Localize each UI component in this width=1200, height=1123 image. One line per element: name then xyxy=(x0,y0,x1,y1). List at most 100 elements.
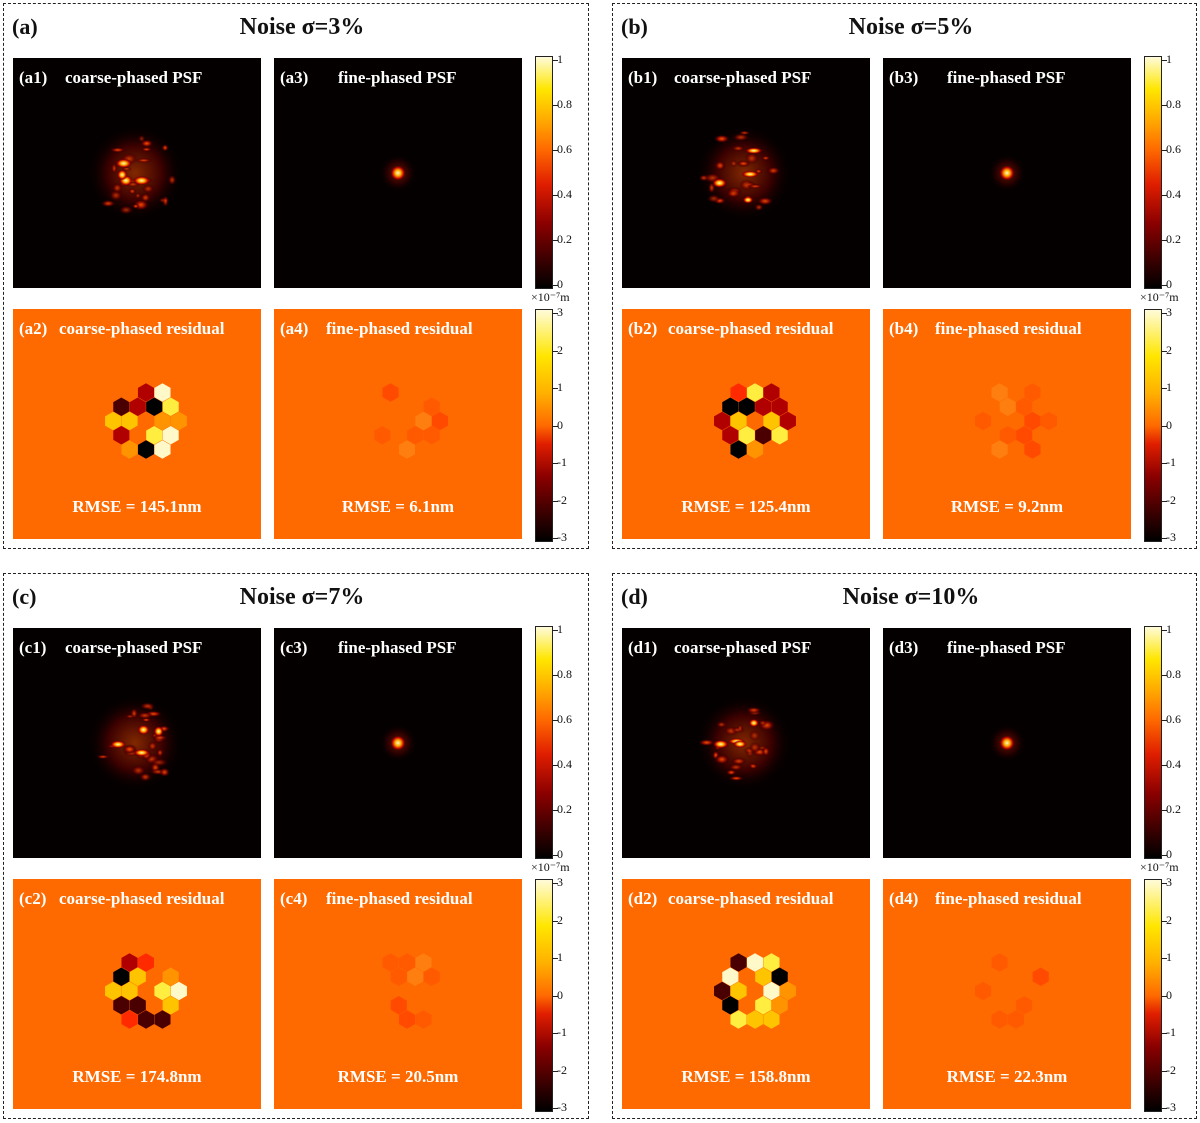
segment-hexagon xyxy=(771,397,788,417)
rmse-value: RMSE = 145.1nm xyxy=(72,497,202,516)
panel-label: (b4) xyxy=(889,319,919,338)
colorbar-tick-label: 0 xyxy=(1166,277,1172,291)
segment-hexagon xyxy=(382,953,399,972)
segment-hexagon xyxy=(755,425,772,445)
psf-speckle xyxy=(714,160,726,171)
segment-hexagon xyxy=(129,995,146,1015)
coarse-residual-panel: (a2) coarse-phased residual RMSE = 145.1nm xyxy=(13,309,261,539)
psf-speckle xyxy=(731,757,747,766)
segment-hexagon xyxy=(423,967,440,987)
colorbar-tick-label: 0 xyxy=(557,847,563,861)
segment-hexagon xyxy=(113,425,130,445)
psf-image xyxy=(274,58,522,288)
colorbar-unit: ×10⁻⁷m xyxy=(531,290,570,304)
psf-speckle xyxy=(736,724,744,733)
segment-hexagon xyxy=(366,981,383,1001)
segment-hexagon xyxy=(137,383,155,402)
psf-speckle xyxy=(729,159,738,168)
residual-map xyxy=(274,879,522,1109)
colorbar-tick-mark xyxy=(1162,500,1167,502)
psf-bright-lobe xyxy=(745,147,763,154)
colorbar-tick-label: 1 xyxy=(1166,622,1172,636)
psf-colorbar xyxy=(535,626,553,859)
segment-hexagon xyxy=(415,1010,432,1029)
coarse-psf-panel: (c1) coarse-phased PSF xyxy=(13,628,261,858)
segment-hexagon xyxy=(366,411,383,431)
segment-hexagon xyxy=(113,967,130,987)
panel-title: coarse-phased residual xyxy=(59,889,225,908)
psf-speckle xyxy=(109,147,126,153)
segment-hexagon xyxy=(983,397,1000,417)
colorbar-tick-label: 1 xyxy=(1166,380,1172,394)
psf-speckle xyxy=(748,741,761,754)
segment-hexagon xyxy=(113,397,130,417)
segment-hexagon xyxy=(1032,425,1049,445)
psf-bright-lobe xyxy=(133,748,151,757)
psf-bright-lobe xyxy=(733,740,747,748)
residual-colorbar xyxy=(535,879,553,1112)
group-title: Noise σ=3% xyxy=(239,14,365,40)
segment-hexagon xyxy=(390,967,407,987)
panel-title: coarse-phased PSF xyxy=(674,638,812,657)
group-label: (b) xyxy=(621,14,648,39)
segment-hexagon xyxy=(755,397,772,417)
panel-title: fine-phased residual xyxy=(935,889,1082,908)
psf-speckle xyxy=(134,158,153,163)
segment-hexagon xyxy=(146,397,163,417)
residual-map xyxy=(622,309,870,539)
segment-hexagon xyxy=(129,425,146,445)
psf-speckle xyxy=(766,166,781,175)
psf-speckle xyxy=(159,767,170,777)
psf-speckle xyxy=(101,199,116,208)
colorbar-tick-mark xyxy=(1162,285,1167,286)
segment-hexagon xyxy=(779,981,796,1001)
panel-label: (d2) xyxy=(628,889,658,908)
segment-hexagon xyxy=(1032,995,1049,1015)
psf-speckle xyxy=(150,758,169,767)
segment-hexagon xyxy=(991,440,1008,459)
psf-speckle xyxy=(758,719,767,727)
segment-hexagon xyxy=(407,967,424,987)
psf-speckle xyxy=(707,194,721,203)
segment-hexagon xyxy=(999,397,1016,417)
colorbar-tick-mark xyxy=(1162,1108,1167,1109)
segment-hexagon xyxy=(154,383,171,402)
psf-bright-lobe xyxy=(137,724,150,735)
colorbar-tick-mark xyxy=(1162,995,1167,997)
segment-hexagon xyxy=(382,981,399,1001)
segment-hexagon xyxy=(746,383,764,402)
colorbar-tick-label: -1 xyxy=(1166,455,1176,469)
segment-hexagon xyxy=(113,995,130,1015)
colorbar-tick-mark xyxy=(1162,150,1167,151)
psf-bright-lobe xyxy=(712,178,727,188)
psf-speckle xyxy=(716,721,727,728)
segment-hexagon xyxy=(999,425,1016,445)
colorbar-tick-mark xyxy=(1162,538,1167,539)
segment-hexagon xyxy=(763,440,780,459)
segment-hexagon xyxy=(105,981,122,1001)
segment-hexagon xyxy=(407,995,424,1015)
psf-speckle xyxy=(161,144,169,152)
colorbar-tick-mark xyxy=(1162,958,1167,959)
segment-hexagon xyxy=(1024,1010,1041,1029)
colorbar-tick-mark xyxy=(1162,60,1167,61)
panel-title: coarse-phased residual xyxy=(668,889,834,908)
segment-hexagon xyxy=(415,981,432,1001)
colorbar-tick-mark xyxy=(1162,425,1167,427)
psf-speckle xyxy=(744,152,759,165)
rmse-value: RMSE = 20.5nm xyxy=(337,1067,459,1086)
colorbar-tick-label: 0.4 xyxy=(1166,757,1181,771)
psf-speckle xyxy=(168,174,177,186)
figure-group: (a) Noise σ=3% (a1) coarse-phased PSF (a3) fi… xyxy=(3,3,589,549)
coarse-residual-panel: (d2) coarse-phased residual RMSE = 158.8nm xyxy=(622,879,870,1109)
segment-hexagon xyxy=(1007,440,1025,459)
psf-image xyxy=(13,628,261,858)
panel-label: (b1) xyxy=(628,68,658,87)
panel-title: coarse-phased PSF xyxy=(674,68,812,87)
colorbar-unit: ×10⁻⁷m xyxy=(531,860,570,874)
coarse-residual-panel: (b2) coarse-phased residual RMSE = 125.4nm xyxy=(622,309,870,539)
colorbar-tick-mark xyxy=(553,920,558,922)
colorbar-tick-mark xyxy=(1162,855,1167,856)
colorbar-tick-mark xyxy=(1162,883,1167,884)
segment-hexagon xyxy=(738,397,755,417)
